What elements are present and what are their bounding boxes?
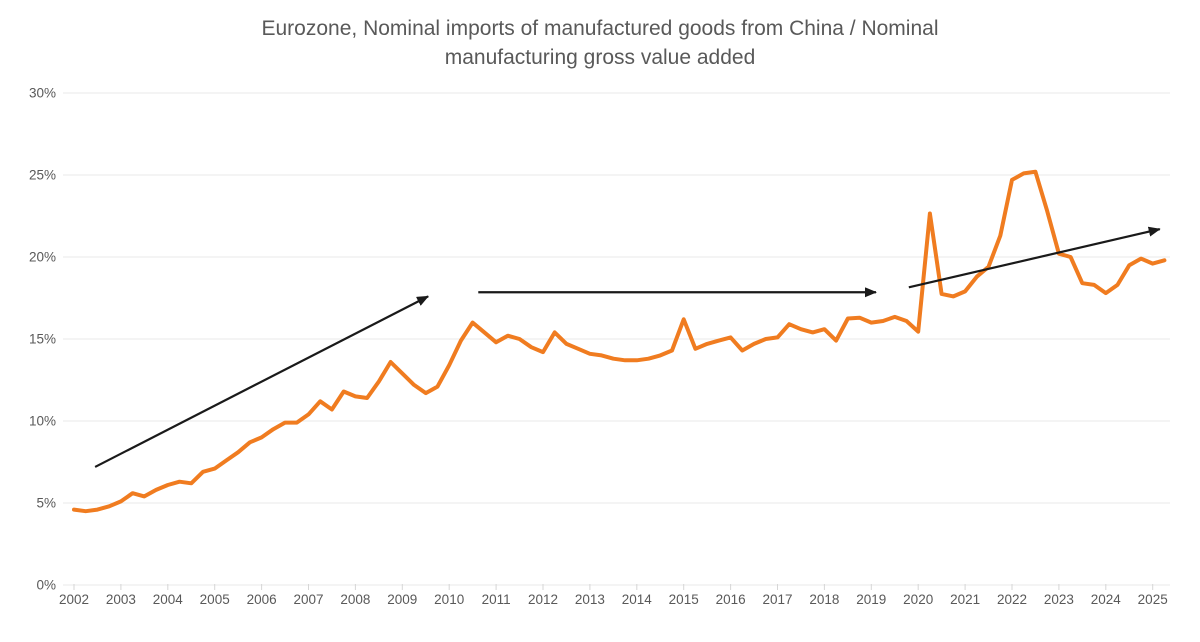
- x-axis-tick-label: 2014: [622, 592, 653, 607]
- y-axis-tick-label: 20%: [29, 250, 56, 265]
- x-axis-tick-label: 2010: [434, 592, 464, 607]
- x-axis-tick-label: 2004: [153, 592, 184, 607]
- chart-title-line1: Eurozone, Nominal imports of manufacture…: [261, 17, 939, 40]
- x-axis-tick-label: 2009: [387, 592, 417, 607]
- y-axis-tick-label: 30%: [29, 86, 56, 101]
- y-axis-tick-label: 25%: [29, 168, 56, 183]
- x-axis-tick-label: 2011: [482, 592, 511, 607]
- x-axis-tick-label: 2022: [997, 592, 1027, 607]
- y-axis-tick-label: 5%: [36, 496, 56, 511]
- x-axis-tick-label: 2006: [247, 592, 277, 607]
- x-axis-tick-label: 2017: [762, 592, 792, 607]
- y-axis-tick-label: 0%: [36, 578, 56, 593]
- chart-title: Eurozone, Nominal imports of manufacture…: [0, 14, 1200, 72]
- chart-title-line2: manufacturing gross value added: [444, 46, 756, 69]
- y-axis-tick-label: 10%: [29, 414, 56, 429]
- x-axis-tick-label: 2018: [809, 592, 839, 607]
- x-axis-tick-label: 2015: [669, 592, 699, 607]
- x-axis-tick-label: 2024: [1091, 592, 1122, 607]
- x-axis-tick-label: 2008: [340, 592, 370, 607]
- x-axis-tick-label: 2023: [1044, 592, 1074, 607]
- x-axis-tick-label: 2012: [528, 592, 558, 607]
- x-axis-tick-label: 2020: [903, 592, 933, 607]
- x-axis-tick-label: 2019: [856, 592, 886, 607]
- x-axis-tick-label: 2005: [200, 592, 230, 607]
- x-axis-tick-label: 2025: [1138, 592, 1168, 607]
- x-axis-tick-label: 2016: [716, 592, 746, 607]
- data-line-imports-ratio: [72, 169, 1167, 514]
- x-axis-tick-label: 2002: [59, 592, 89, 607]
- x-axis-tick-label: 2007: [293, 592, 323, 607]
- trend-arrow-3: [908, 226, 1161, 289]
- y-axis-tick-label: 15%: [29, 332, 56, 347]
- x-axis-tick-label: 2021: [950, 592, 980, 607]
- x-axis-tick-label: 2003: [106, 592, 136, 607]
- trend-arrow-1: [94, 295, 429, 468]
- x-axis-tick-label: 2013: [575, 592, 605, 607]
